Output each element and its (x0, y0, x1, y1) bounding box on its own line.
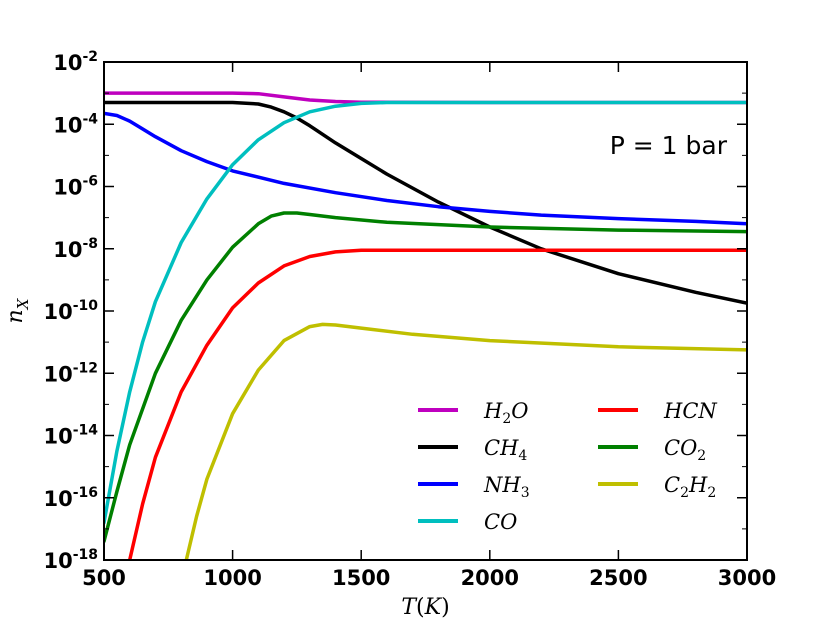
legend-label: CO (484, 510, 517, 534)
x-tick-label: 1500 (332, 566, 390, 590)
series-layer (104, 91, 747, 560)
legend-entry-ch4: CH4 (418, 436, 527, 464)
series-line-nh3 (104, 111, 747, 226)
legend-label: H2O (483, 399, 528, 427)
y-tick-label: 10-12 (43, 360, 98, 386)
pressure-annotation: P = 1 bar (610, 131, 728, 160)
series-line-ch4 (104, 100, 747, 305)
legend: H2O CH4 NH3 CO HCN CO2 C2H2 (418, 399, 717, 534)
series-line-co2 (104, 211, 747, 544)
series-line-c2h2 (184, 322, 747, 560)
legend-entry-hcn: HCN (598, 399, 717, 423)
y-tick-label: 10-18 (43, 547, 98, 573)
y-axis-label: nX (3, 297, 32, 323)
y-tick-label: 10-4 (53, 111, 98, 137)
legend-entry-h2o: H2O (418, 399, 528, 427)
legend-entry-nh3: NH3 (418, 473, 530, 501)
series-line-co (104, 100, 747, 525)
x-tick-label: 500 (82, 566, 126, 590)
labels-layer: 500 1000 1500 2000 2500 3000 10-18 10-16 10-14 10… (43, 49, 776, 590)
x-tick-label: 2500 (589, 566, 647, 590)
legend-entry-co: CO (418, 510, 517, 534)
y-tick-label: 10-8 (53, 236, 98, 262)
x-axis-label: T(K) (401, 595, 449, 620)
y-tick-label: 10-6 (53, 174, 98, 200)
legend-entry-c2h2: C2H2 (598, 473, 716, 501)
y-tick-label: 10-10 (43, 298, 98, 324)
legend-label: CO2 (664, 436, 706, 464)
legend-label: HCN (663, 399, 717, 423)
legend-entry-co2: CO2 (598, 436, 706, 464)
y-tick-label: 10-16 (43, 485, 98, 511)
legend-label: NH3 (483, 473, 530, 501)
legend-label: CH4 (484, 436, 527, 464)
x-tick-label: 2000 (461, 566, 519, 590)
series-line-hcn (127, 248, 747, 560)
ticks-layer (103, 61, 748, 561)
x-tick-label: 1000 (203, 566, 261, 590)
y-tick-label: 10-14 (43, 423, 98, 449)
legend-label: C2H2 (664, 473, 716, 501)
x-tick-label: 3000 (718, 566, 776, 590)
y-tick-label: 10-2 (53, 49, 98, 75)
